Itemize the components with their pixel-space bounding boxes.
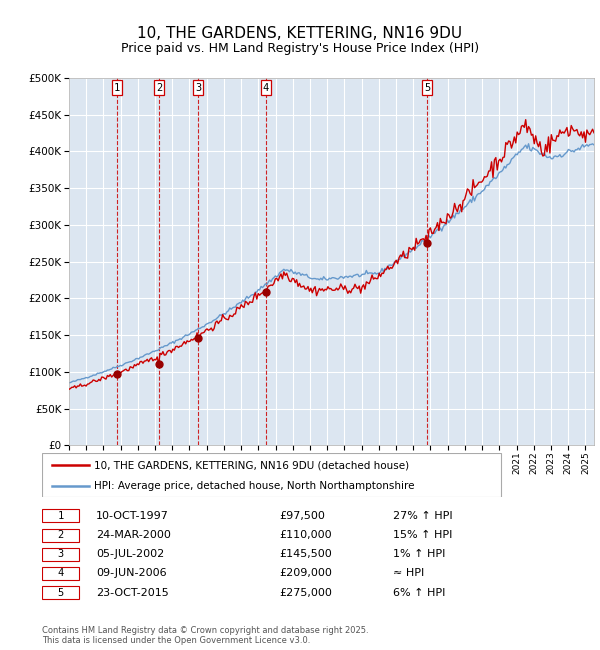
Text: 10, THE GARDENS, KETTERING, NN16 9DU (detached house): 10, THE GARDENS, KETTERING, NN16 9DU (de… [94, 460, 409, 471]
Text: 3: 3 [195, 83, 202, 92]
FancyBboxPatch shape [42, 528, 79, 541]
Text: 2: 2 [57, 530, 64, 540]
Text: £97,500: £97,500 [280, 511, 325, 521]
Text: 10-OCT-1997: 10-OCT-1997 [96, 511, 169, 521]
Text: 6% ↑ HPI: 6% ↑ HPI [393, 588, 445, 598]
FancyBboxPatch shape [42, 567, 79, 580]
Text: 15% ↑ HPI: 15% ↑ HPI [393, 530, 452, 540]
FancyBboxPatch shape [42, 510, 79, 522]
Text: 5: 5 [424, 83, 430, 92]
Text: £110,000: £110,000 [280, 530, 332, 540]
Text: Contains HM Land Registry data © Crown copyright and database right 2025.
This d: Contains HM Land Registry data © Crown c… [42, 626, 368, 645]
Text: 3: 3 [57, 549, 64, 559]
Text: 1: 1 [57, 511, 64, 521]
Text: 23-OCT-2015: 23-OCT-2015 [96, 588, 169, 598]
Text: 1% ↑ HPI: 1% ↑ HPI [393, 549, 445, 559]
Text: 1: 1 [114, 83, 120, 92]
FancyBboxPatch shape [42, 586, 79, 599]
Text: £209,000: £209,000 [280, 569, 332, 578]
Text: 24-MAR-2000: 24-MAR-2000 [96, 530, 171, 540]
Text: 4: 4 [263, 83, 269, 92]
Text: ≈ HPI: ≈ HPI [393, 569, 424, 578]
Text: 05-JUL-2002: 05-JUL-2002 [96, 549, 164, 559]
FancyBboxPatch shape [42, 453, 502, 497]
Text: 4: 4 [57, 569, 64, 578]
Text: £275,000: £275,000 [280, 588, 332, 598]
Text: 27% ↑ HPI: 27% ↑ HPI [393, 511, 452, 521]
Text: HPI: Average price, detached house, North Northamptonshire: HPI: Average price, detached house, Nort… [94, 481, 415, 491]
Text: 5: 5 [57, 588, 64, 598]
Text: 10, THE GARDENS, KETTERING, NN16 9DU: 10, THE GARDENS, KETTERING, NN16 9DU [137, 26, 463, 42]
Text: 09-JUN-2006: 09-JUN-2006 [96, 569, 167, 578]
Text: £145,500: £145,500 [280, 549, 332, 559]
Text: 2: 2 [156, 83, 162, 92]
Text: Price paid vs. HM Land Registry's House Price Index (HPI): Price paid vs. HM Land Registry's House … [121, 42, 479, 55]
FancyBboxPatch shape [42, 548, 79, 561]
